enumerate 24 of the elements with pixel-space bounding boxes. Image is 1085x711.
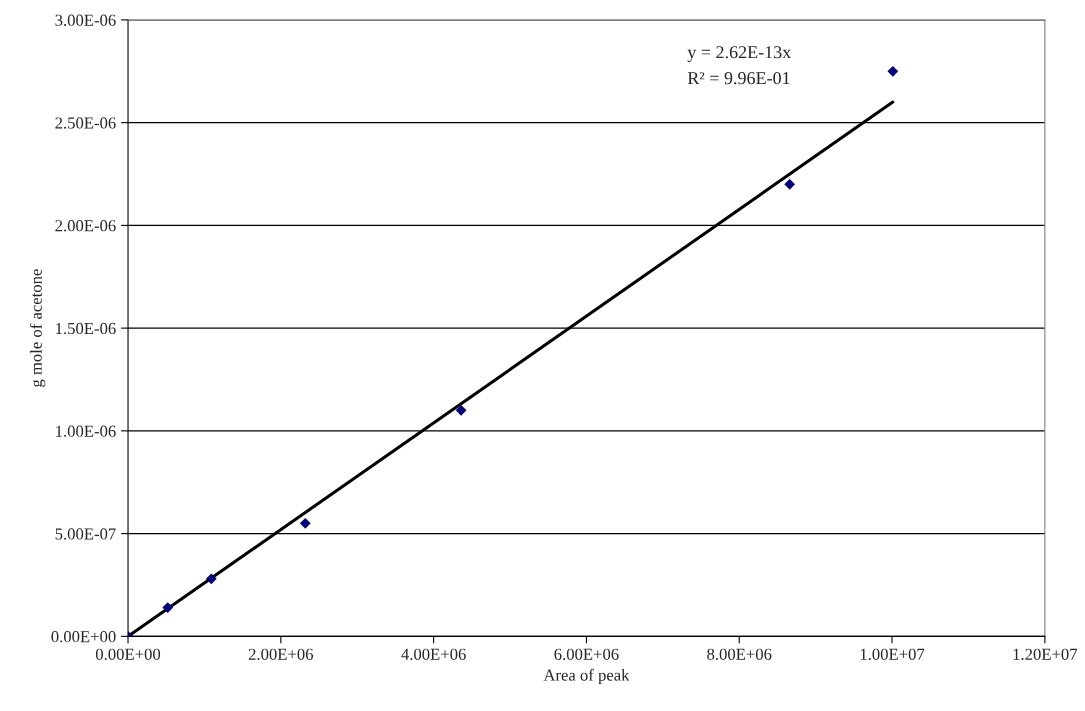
x-axis-title: Area of peak bbox=[543, 668, 630, 685]
y-tick-label: 1.00E-06 bbox=[56, 425, 116, 437]
y-tick-label: 2.50E-06 bbox=[55, 117, 116, 129]
point bbox=[784, 178, 796, 190]
y-tick-label: 1.50E-06 bbox=[56, 322, 116, 335]
point bbox=[887, 65, 899, 77]
point bbox=[162, 602, 174, 613]
y-tick-label: 3.00E-06 bbox=[55, 14, 116, 26]
x-tick-label: 6.00E+06 bbox=[554, 648, 619, 660]
x-tick-label: 8.00E+06 bbox=[707, 648, 772, 660]
y-tick-label: 0.00E+00 bbox=[51, 631, 116, 643]
annotation: y = 2.62E-13x bbox=[687, 46, 792, 62]
annotation: R² = 9.96E-01 bbox=[687, 72, 790, 85]
x-tick-label: 0.00E+00 bbox=[95, 648, 161, 660]
point bbox=[205, 573, 217, 585]
x-tick-label: 4.00E+06 bbox=[401, 648, 466, 660]
point bbox=[455, 404, 467, 416]
y-tick-label: 2.00E-06 bbox=[55, 220, 116, 232]
x-tick-label: 1.20E+07 bbox=[1013, 648, 1078, 660]
y-tick-label: 5.00E-07 bbox=[55, 528, 116, 540]
x-tick-label: 1.00E+07 bbox=[860, 648, 925, 660]
point bbox=[299, 517, 311, 529]
y-axis-title: g mole of acetone bbox=[29, 269, 46, 387]
x-tick-label: 2.00E+06 bbox=[248, 648, 314, 660]
